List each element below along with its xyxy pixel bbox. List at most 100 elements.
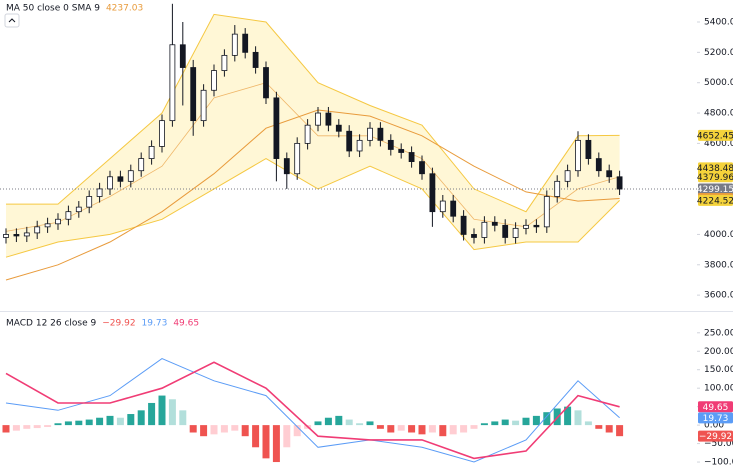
price-badge-label: 4224.52 [697,196,733,206]
histogram-bar [522,417,530,426]
histogram-bar [512,420,520,426]
candle-body [242,33,249,53]
price-badge-label: −29.92 [699,432,732,442]
price-badge [698,401,733,413]
candle-body [585,139,592,159]
candle-body [23,232,30,237]
legend-title: MACD 12 26 close 9 [6,319,97,329]
histogram-bar [460,425,468,433]
candle-body [138,158,145,172]
candle-body [450,200,457,217]
candle-body [616,176,623,190]
candle-body [377,127,384,141]
histogram-bar [376,425,384,429]
price-badge [698,171,733,183]
histogram-bar [44,425,52,427]
candle-body [117,176,124,182]
histogram-bar [2,425,10,433]
histogram-bar [168,399,176,426]
candle-body [564,170,571,182]
y-tick-label: 4000.00 [704,230,733,240]
candle-body [481,221,488,238]
histogram-bar [210,425,218,435]
histogram-bar [262,425,270,459]
candle-body [252,51,259,68]
candle-body [211,70,217,91]
histogram-bar [137,410,145,426]
histogram-bar [96,417,104,426]
y-tick-label: 4600.00 [704,139,733,149]
candle-body [543,196,550,228]
histogram-bar [85,419,93,426]
histogram-bar [231,425,239,431]
histogram-bar [179,410,187,426]
histogram-bar [75,420,83,426]
candle-body [606,170,613,178]
histogram-bar [127,414,135,426]
price-badge-label: 49.65 [703,403,729,413]
candle-body [127,170,134,182]
price-badge [698,129,733,141]
histogram-bar [532,415,540,426]
candle-body [325,112,332,126]
histogram-bar [501,419,509,426]
histogram-bar [584,421,592,426]
candle-body [34,226,41,234]
candle-body [96,188,103,197]
histogram-bar [324,417,332,426]
histogram-bar [241,425,249,437]
y-tick-label: 3800.00 [704,260,733,270]
price-badge-label: 4652.45 [697,131,733,141]
histogram-bar [148,402,156,426]
histogram-bar [272,425,280,463]
price-badge [698,194,733,206]
candle-body [575,139,581,172]
histogram-bar [408,425,416,433]
candle-body [13,234,20,237]
candle-body [460,215,467,235]
histogram-bar [252,425,260,448]
histogram-bar [33,425,41,429]
candle-body [200,89,207,122]
histogram-bar [283,425,291,448]
histogram-bar [356,423,364,426]
band-fill [6,14,620,258]
candle-body [86,196,93,208]
histogram-bar [335,415,343,426]
histogram-bar [595,425,603,429]
candle-body [367,127,373,141]
histogram-bar [116,417,124,426]
histogram-bar [449,425,457,435]
candle-body [502,224,509,238]
histogram-bar [387,425,395,433]
price-badge-label: 19.73 [703,414,729,424]
histogram-bar [293,425,301,437]
y-tick-label: 250.00 [704,328,733,338]
histogram-bar [397,425,405,431]
histogram-bar [491,421,499,426]
histogram-bar [428,425,436,433]
price-badge [698,162,733,174]
candle-body [523,224,529,229]
collapse-button[interactable] [4,13,20,28]
histogram-bar [220,425,228,433]
band-upper [6,13,620,213]
price-badge-label: 4379.96 [697,173,733,183]
histogram-bar [314,421,322,426]
candle-body [148,146,155,159]
price-badge [698,412,733,424]
y-tick-label: 100.00 [704,384,733,394]
y-tick-label: −100.00 [704,458,733,465]
candle-body [439,200,446,213]
candle-body [190,67,197,122]
y-tick-label: 4800.00 [704,109,733,119]
macd-line [5,358,620,463]
candle-body [346,130,353,152]
candle-body [294,142,301,175]
histogram-bar [158,395,166,426]
candle-body [533,224,540,228]
histogram-bar [54,423,62,426]
candle-body [408,152,415,163]
histogram-bar [480,423,488,426]
